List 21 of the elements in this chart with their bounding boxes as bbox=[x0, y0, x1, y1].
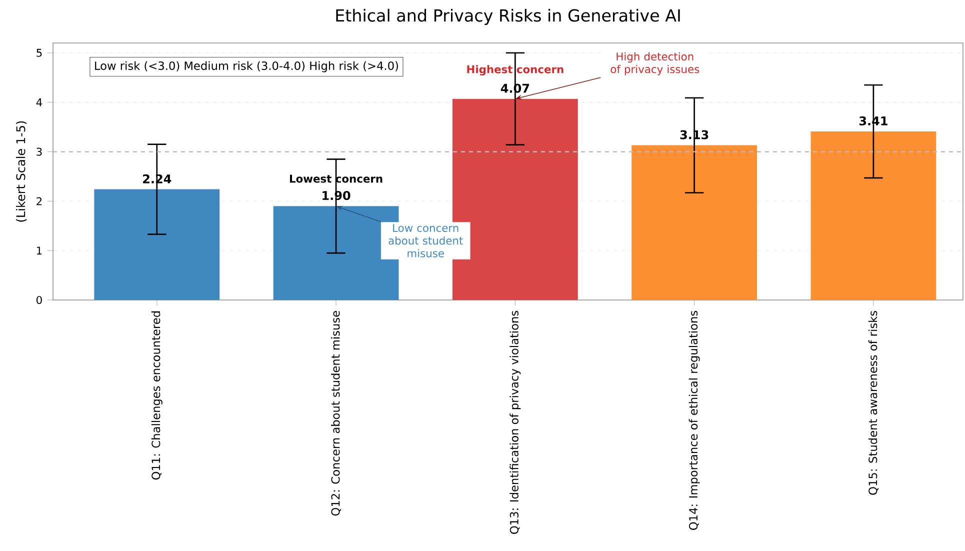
y-tick-label: 1 bbox=[36, 246, 42, 254]
y-axis-title: (Likert Scale 1-5) bbox=[16, 121, 27, 222]
x-tick-label: Q12: Concern about student misuse bbox=[330, 311, 342, 516]
annotation: Low concern about student misuse bbox=[388, 224, 463, 258]
annotation: High detection of privacy issues bbox=[610, 52, 700, 76]
x-tick-label: Q13: Identification of privacy violations bbox=[510, 310, 521, 534]
annotation: Highest concern bbox=[467, 65, 564, 76]
y-tick-label: 0 bbox=[36, 296, 42, 304]
bar bbox=[632, 145, 757, 300]
y-tick-label: 5 bbox=[36, 48, 42, 57]
y-tick-label: 3 bbox=[36, 148, 42, 156]
chart-title: Ethical and Privacy Risks in Generative AI bbox=[336, 8, 680, 25]
x-tick-label: Q15: Student awareness of risks bbox=[868, 310, 878, 495]
annotation: Low risk (<3.0) Medium risk (3.0-4.0) High risk (>4.0) bbox=[95, 61, 398, 72]
bar bbox=[810, 131, 936, 300]
y-tick-label: 2 bbox=[36, 197, 42, 206]
x-tick-label: Q11: Challenges encountered bbox=[151, 311, 162, 480]
bar bbox=[94, 189, 220, 300]
annotation: Lowest concern bbox=[290, 174, 382, 183]
x-tick-label: Q14: Importance of ethical regulations bbox=[688, 310, 700, 530]
y-tick-label: 4 bbox=[36, 98, 42, 106]
